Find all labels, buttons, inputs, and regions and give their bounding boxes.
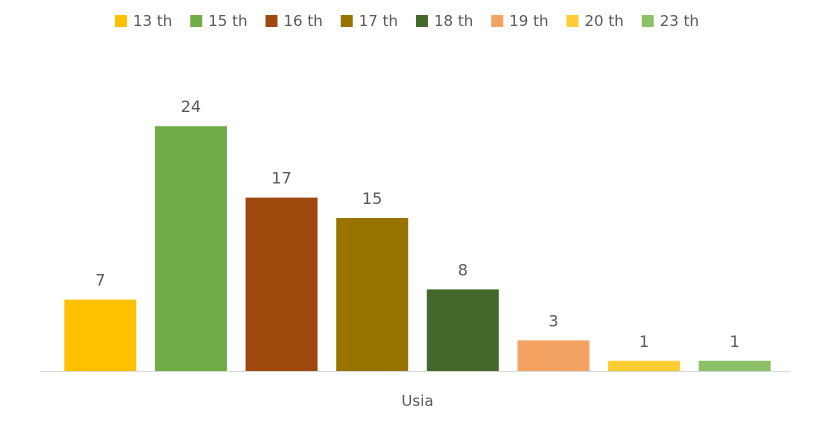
data-label-20-th: 1 [639,332,649,351]
legend-item-19-th: 19 th [491,12,549,30]
legend-item-17-th: 17 th [340,12,398,30]
legend-item-16-th: 16 th [265,12,323,30]
legend-item-18-th: 18 th [416,12,473,30]
legend-swatch [566,15,579,27]
bar-18-th [426,289,499,371]
legend: 13 th 15 th 16 th 17 th 18 th 19 th 20 th 23 th [115,12,699,30]
data-label-18-th: 8 [458,260,468,279]
legend-swatch [265,15,278,27]
legend-label: 20 th [585,12,624,30]
legend-item-15-th: 15 th [190,12,248,30]
data-label-13-th: 7 [95,271,105,290]
legend-label: 16 th [284,12,323,30]
plot-area: 7 24 17 15 8 3 1 1 Usia [40,97,790,410]
bar-13-th [64,299,137,371]
legend-swatch [641,15,654,27]
data-label-19-th: 3 [548,311,558,330]
bar-20-th [608,360,681,371]
legend-label: 19 th [509,12,548,30]
legend-item-23-th: 23 th [641,12,699,30]
data-label-17-th: 15 [362,189,382,208]
data-label-16-th: 17 [271,169,291,188]
data-label-23-th: 1 [730,332,740,351]
legend-label: 17 th [359,12,398,30]
legend-label: 15 th [208,12,247,30]
data-label-15-th: 24 [181,97,201,116]
legend-label: 18 th [434,12,473,30]
legend-swatch [115,15,127,27]
legend-item-20-th: 20 th [566,12,624,30]
legend-label: 13 th [133,12,172,30]
legend-label: 23 th [660,12,699,30]
legend-swatch [340,15,353,27]
bar-16-th [245,197,318,371]
legend-swatch [190,15,203,27]
legend-item-13-th: 13 th [115,12,172,30]
legend-swatch [491,15,504,27]
category-label: Usia [401,392,433,410]
bar-17-th [336,218,409,371]
legend-swatch [416,15,428,27]
bar-15-th [154,126,227,371]
bar-19-th [517,340,590,371]
bar-23-th [698,360,771,371]
